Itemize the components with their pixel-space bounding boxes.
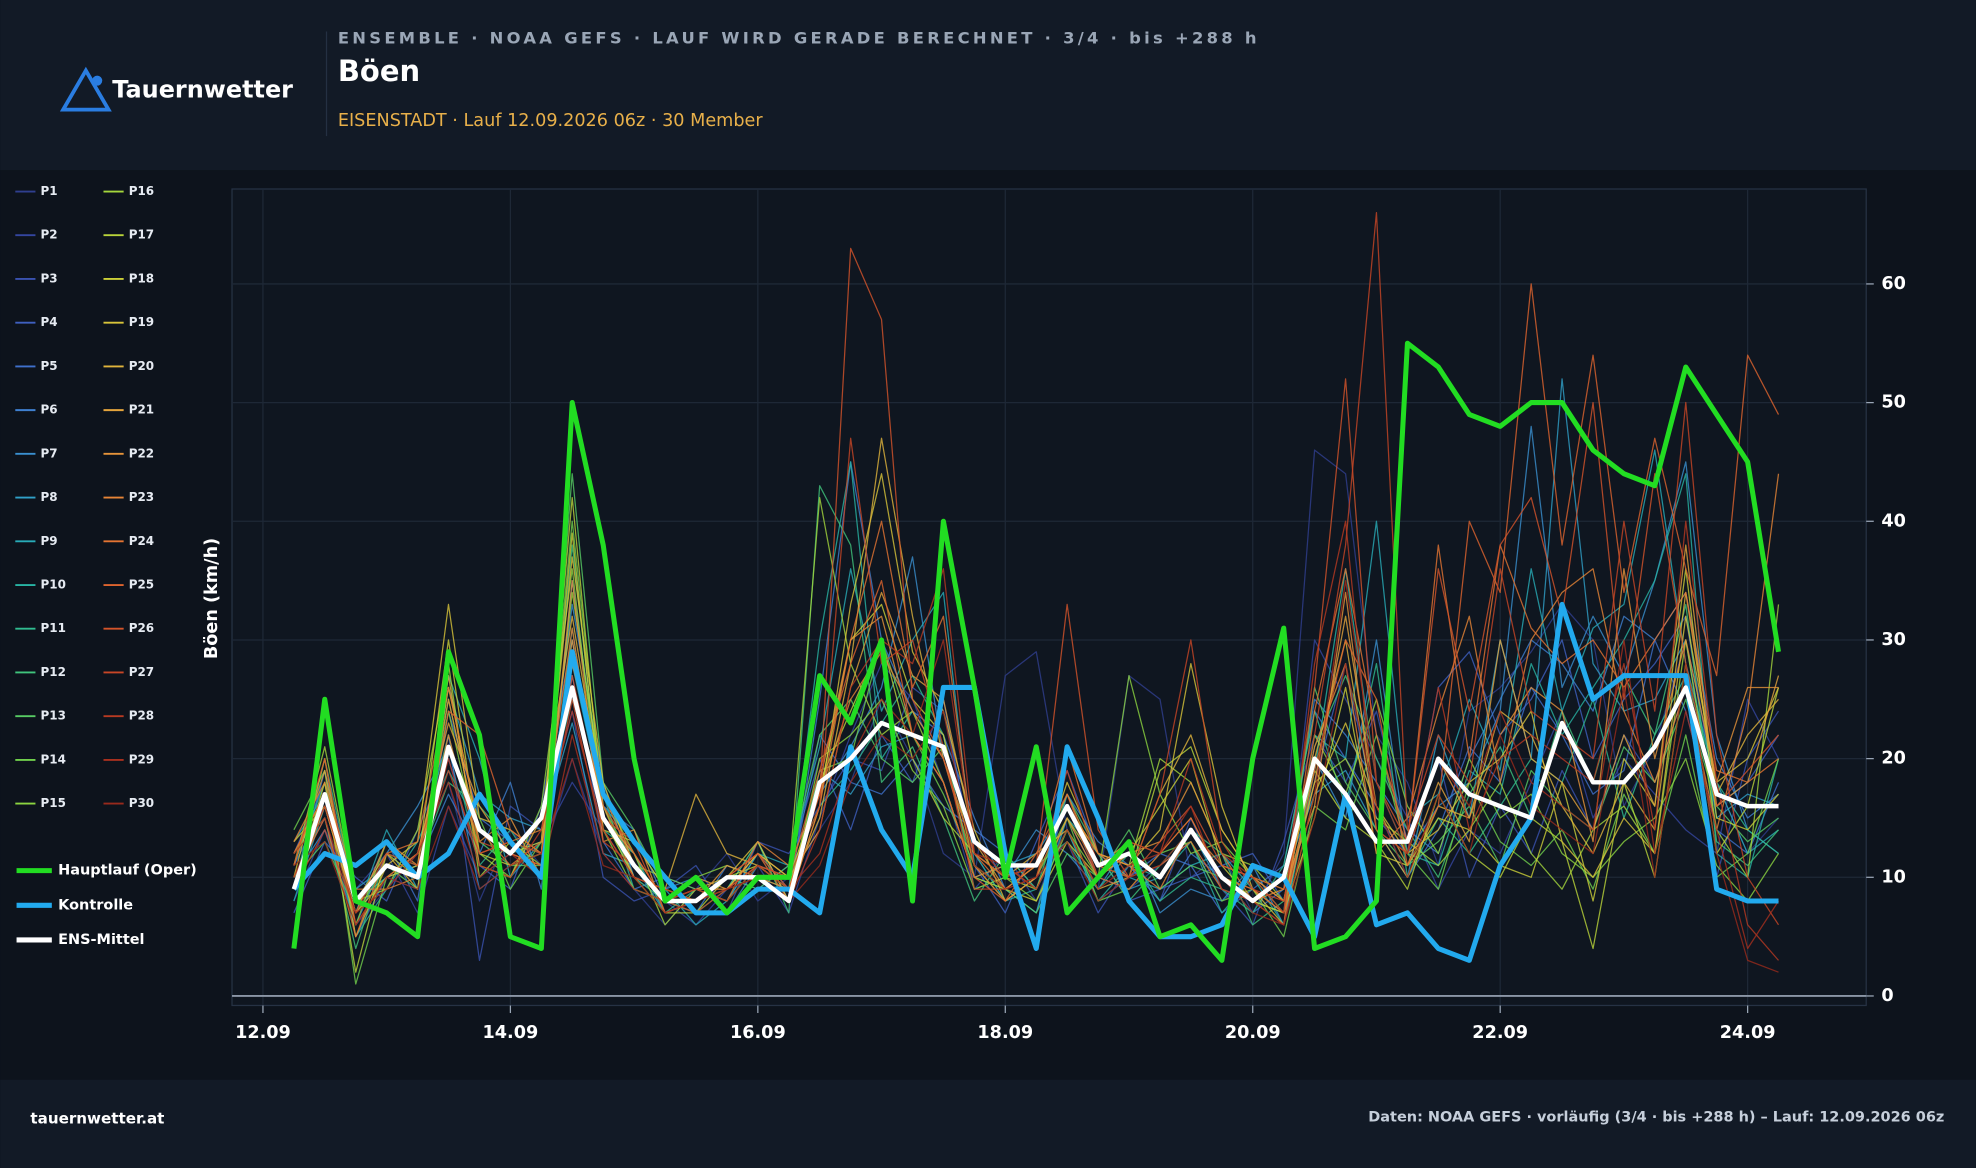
y-tick-label: 10 (1881, 867, 1906, 887)
y-tick-label: 50 (1881, 393, 1906, 413)
x-tick-label: 18.09 (977, 1023, 1033, 1043)
legend-label: P10 (40, 578, 65, 592)
y-tick-label: 30 (1881, 630, 1906, 650)
legend-label: P29 (129, 752, 154, 766)
legend-label: P23 (129, 490, 154, 504)
legend-label: P20 (129, 359, 154, 373)
legend-label: P15 (40, 796, 65, 810)
legend-label: P17 (129, 228, 154, 242)
legend-label: P18 (129, 271, 154, 285)
legend-label: P26 (129, 621, 154, 635)
logo-text: Tauernwetter (112, 76, 293, 104)
legend-label: P16 (129, 184, 154, 198)
legend-label: P8 (40, 490, 57, 504)
legend-label: P11 (40, 621, 65, 635)
legend-label: Kontrolle (58, 897, 133, 913)
y-tick-label: 40 (1881, 511, 1906, 531)
series-line (291, 340, 1781, 963)
legend-label: P1 (40, 184, 57, 198)
y-tick-label: 20 (1881, 749, 1906, 769)
header (0, 0, 1976, 171)
x-tick-label: 14.09 (483, 1023, 539, 1043)
legend-label: P28 (129, 709, 154, 723)
y-tick-label: 60 (1881, 274, 1906, 294)
x-tick-label: 16.09 (730, 1023, 786, 1043)
footer-right: Daten: NOAA GEFS · vorläufig (3/4 · bis … (1368, 1110, 1944, 1126)
legend-label: P6 (40, 403, 57, 417)
legend-label: P2 (40, 228, 57, 242)
legend-label: P3 (40, 271, 57, 285)
legend-label: P30 (129, 796, 154, 810)
legend-label: P25 (129, 578, 154, 592)
x-tick-label: 20.09 (1225, 1023, 1281, 1043)
legend-label: ENS-Mittel (58, 932, 144, 948)
subtitle: EISENSTADT · Lauf 12.09.2026 06z · 30 Me… (338, 111, 764, 131)
x-tick-label: 24.09 (1720, 1023, 1776, 1043)
y-axis-label: Böen (km/h) (202, 538, 222, 659)
footer-left: tauernwetter.at (30, 1109, 164, 1127)
legend-label: P5 (40, 359, 57, 373)
legend-label: P27 (129, 665, 154, 679)
legend-label: P13 (40, 709, 65, 723)
supertitle: ENSEMBLE · NOAA GEFS · LAUF WIRD GERADE … (338, 29, 1260, 48)
y-tick-label: 0 (1881, 986, 1893, 1006)
footer (0, 1079, 1976, 1168)
legend-label: P7 (40, 446, 57, 460)
legend-label: P22 (129, 446, 154, 460)
legend-label: P9 (40, 534, 57, 548)
legend-label: P4 (40, 315, 57, 329)
title: Böen (338, 54, 420, 88)
series-line (291, 685, 1779, 904)
legend-label: Hauptlauf (Oper) (58, 863, 197, 879)
legend-label: P14 (40, 752, 65, 766)
legend-label: P19 (129, 315, 154, 329)
legend-label: P24 (129, 534, 154, 548)
legend-label: P21 (129, 403, 154, 417)
x-tick-label: 12.09 (235, 1023, 291, 1043)
legend-label: P12 (40, 665, 65, 679)
logo-icon (59, 66, 112, 112)
logo-dot (92, 75, 103, 86)
x-tick-label: 22.09 (1472, 1023, 1528, 1043)
